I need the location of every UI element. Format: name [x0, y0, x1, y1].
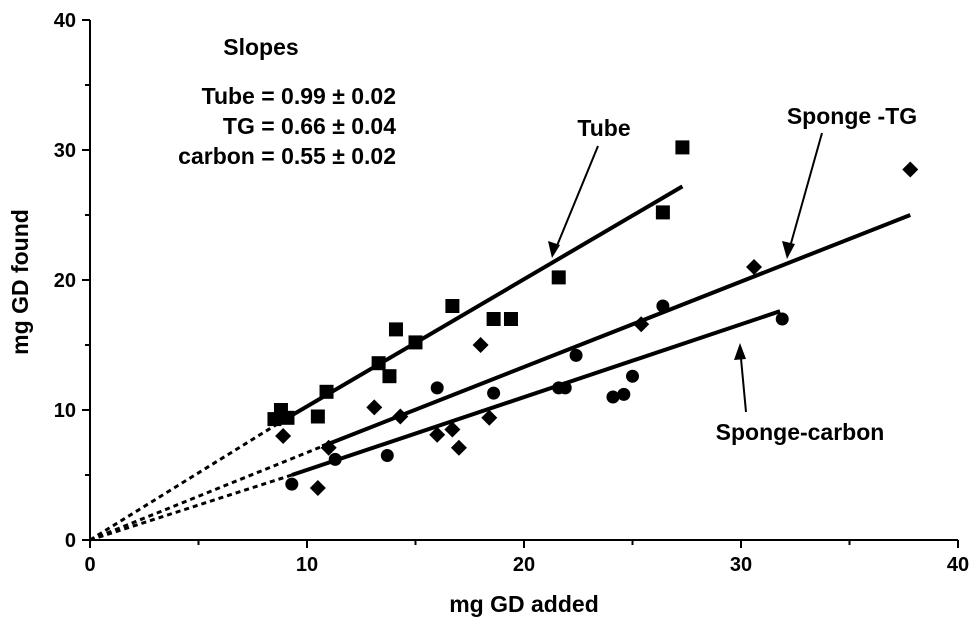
data-point-sponge-carbon [558, 381, 572, 395]
data-point-sponge-tg [902, 161, 919, 178]
arrow-sponge-tg [787, 132, 823, 255]
series-label-tube: Tube [577, 115, 630, 141]
data-point-tube [371, 356, 386, 371]
data-point-tube [280, 410, 295, 425]
series-label-sponge-tg: Sponge -TG [787, 103, 917, 129]
data-point-tube [388, 322, 403, 337]
data-point-sponge-carbon [487, 386, 501, 400]
slope-carbon: carbon = 0.55 ± 0.02 [178, 143, 396, 169]
fit-lines [89, 184, 911, 542]
data-point-sponge-tg [366, 399, 383, 416]
data-point-tube [551, 270, 566, 285]
data-point-tube [503, 312, 518, 326]
data-point-sponge-carbon [606, 390, 620, 404]
x-tick-label: 30 [730, 554, 752, 576]
x-tick-label: 10 [296, 554, 318, 576]
y-tick-label: 20 [54, 270, 76, 292]
arrow-tube-head [548, 241, 560, 258]
data-point-tube [408, 335, 423, 350]
data-point-tube [319, 384, 334, 399]
arrow-sponge-carbon-head [734, 343, 746, 360]
data-point-sponge-carbon [430, 381, 444, 395]
data-point-sponge-tg [320, 439, 337, 456]
series-label-sponge-carbon: Sponge-carbon [716, 419, 885, 445]
x-axis-title: mg GD added [449, 591, 599, 617]
data-point-sponge-carbon [380, 449, 394, 462]
fit-line-sponge-carbon [291, 309, 781, 477]
slope-tg: TG = 0.66 ± 0.04 [223, 113, 396, 139]
axis-ticks: 0 10 20 30 40 0 10 20 30 40 [54, 10, 969, 576]
y-tick-label: 40 [54, 10, 76, 32]
y-axis-title: mg GD found [7, 209, 33, 355]
data-point-sponge-tg [450, 439, 467, 456]
data-point-sponge-carbon [617, 387, 631, 401]
data-point-sponge-carbon [775, 312, 789, 326]
data-point-sponge-carbon [569, 348, 583, 362]
data-point-sponge-tg [746, 259, 763, 275]
data-point-sponge-tg [481, 409, 498, 426]
arrow-tube [553, 145, 599, 254]
data-point-tube [655, 205, 670, 220]
data-point-sponge-tg [472, 337, 489, 353]
x-tick-label: 20 [513, 554, 535, 576]
data-point-sponge-tg [633, 316, 650, 333]
y-tick-label: 0 [65, 530, 76, 552]
data-points [267, 140, 919, 496]
data-point-tube [445, 299, 460, 313]
data-point-sponge-tg [275, 428, 292, 444]
data-point-sponge-tg [309, 480, 326, 496]
x-tick-label: 0 [84, 554, 95, 576]
slopes-heading: Slopes [223, 34, 298, 60]
data-point-sponge-tg [429, 426, 446, 443]
slope-tube: Tube = 0.99 ± 0.02 [202, 83, 396, 109]
data-point-sponge-tg [444, 421, 461, 438]
data-point-tube [310, 409, 325, 424]
fit-extrapolation-sponge-carbon [89, 473, 293, 542]
data-point-sponge-carbon [656, 299, 670, 313]
data-point-tube [382, 369, 397, 384]
data-point-sponge-carbon [626, 369, 639, 383]
data-point-sponge-carbon [285, 477, 299, 491]
data-point-tube [675, 140, 690, 155]
y-tick-label: 30 [54, 140, 76, 162]
data-point-sponge-carbon [328, 452, 342, 466]
slopes-annotation: Slopes Tube = 0.99 ± 0.02 TG = 0.66 ± 0.… [178, 34, 396, 169]
fit-line-tube [284, 184, 684, 421]
data-point-tube [486, 312, 501, 326]
fit-extrapolation-sponge-tg [89, 445, 323, 542]
x-tick-label: 40 [947, 554, 969, 576]
data-point-sponge-tg [392, 408, 409, 425]
fit-line-sponge-tg [321, 213, 911, 449]
label-arrows [548, 132, 823, 413]
y-tick-label: 10 [54, 400, 76, 422]
fit-extrapolation-tube [89, 417, 287, 542]
arrow-sponge-tg-head [782, 241, 795, 259]
